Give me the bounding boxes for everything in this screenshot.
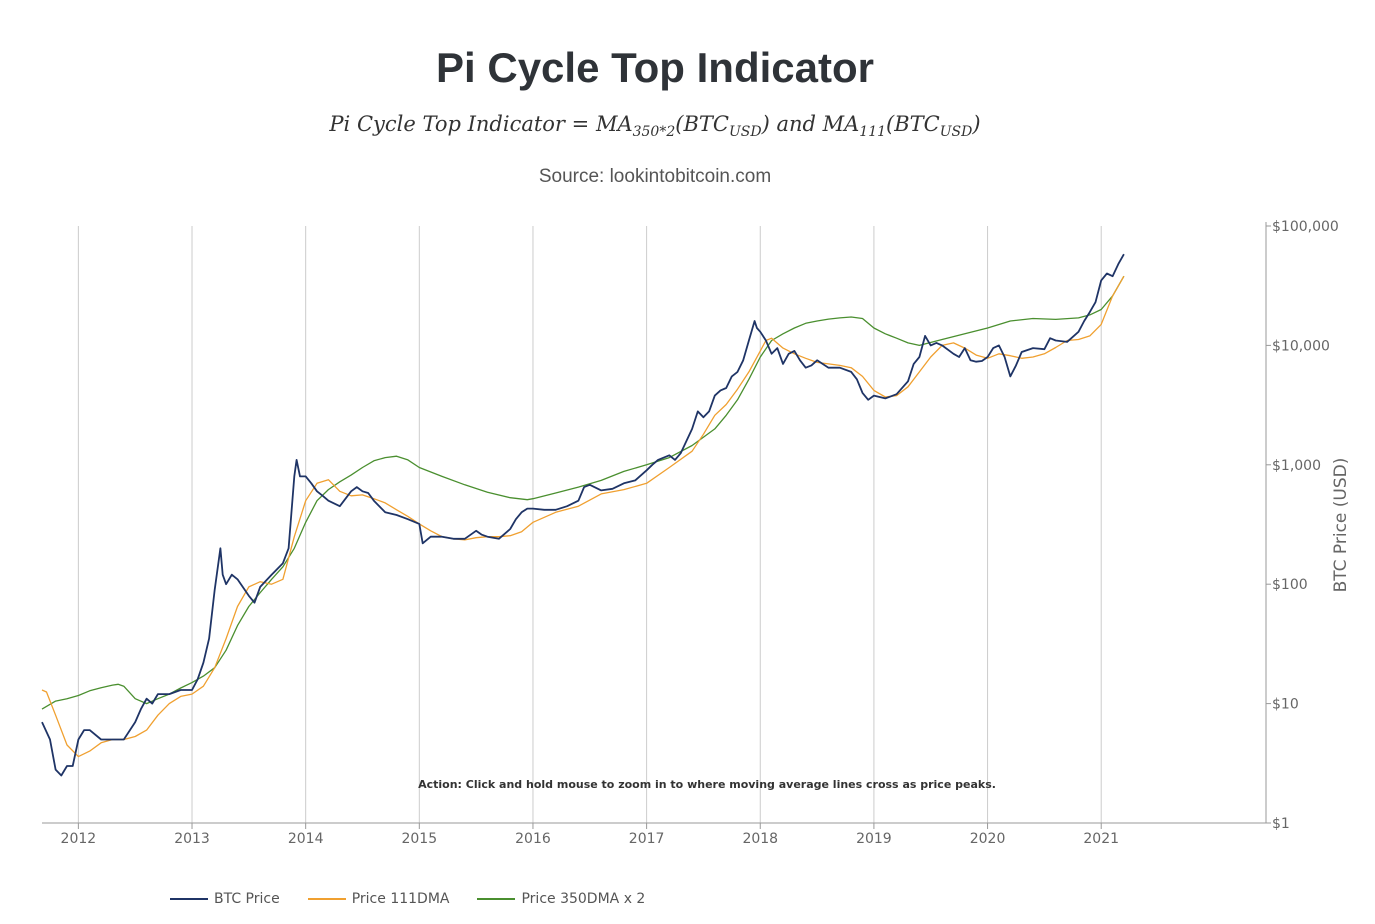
- action-text: Action: Click and hold mouse to zoom in …: [418, 778, 996, 791]
- y-tick-label-0: $1: [1272, 816, 1290, 832]
- formula: Pi Cycle Top Indicator = MA350*2(BTCUSD)…: [0, 112, 1310, 140]
- x-tick-label-2013: 2013: [174, 831, 210, 847]
- x-tick-label-2021: 2021: [1083, 831, 1119, 847]
- formula-eq: =: [564, 112, 596, 136]
- formula-ma-1: MA: [595, 112, 633, 136]
- x-tick-label-2014: 2014: [288, 831, 324, 847]
- legend-swatch-btc: [170, 898, 208, 900]
- legend-label-111dma: Price 111DMA: [351, 891, 450, 907]
- legend-item-btc-price[interactable]: BTC Price: [170, 891, 280, 907]
- formula-and: and: [769, 112, 823, 136]
- y-tick-label-4: $10,000: [1272, 338, 1330, 354]
- formula-arg-2: (BTC: [886, 112, 940, 136]
- legend-label-btc: BTC Price: [214, 891, 280, 907]
- legend-item-350dma[interactable]: Price 350DMA x 2: [477, 891, 645, 907]
- y-tick-label-3: $1,000: [1272, 458, 1321, 474]
- series-group: [41, 253, 1125, 777]
- x-tick-label-2020: 2020: [970, 831, 1006, 847]
- y-tick-label-2: $100: [1272, 577, 1308, 593]
- x-tick-label-2018: 2018: [742, 831, 778, 847]
- legend-swatch-350dma: [477, 898, 516, 900]
- series-line-btc-price[interactable]: [41, 253, 1125, 777]
- legend-item-111dma[interactable]: Price 111DMA: [307, 891, 450, 907]
- formula-close-1: ): [761, 112, 770, 136]
- chart-title: Pi Cycle Top Indicator: [436, 44, 874, 91]
- formula-arg-1: (BTC: [675, 112, 729, 136]
- x-tick-label-2019: 2019: [856, 831, 892, 847]
- source-text: Source: lookintobitcoin.com: [538, 166, 772, 187]
- series-line-price-350dma-x-2[interactable]: [41, 275, 1125, 710]
- legend: BTC Price Price 111DMA Price 350DMA x 2: [170, 891, 645, 907]
- x-tick-label-2012: 2012: [61, 831, 97, 847]
- formula-ma-2: MA: [822, 112, 860, 136]
- x-ticks: 2012 2013 2014 2015 2016 2017 2018 2019 2020 2021: [61, 823, 1119, 847]
- x-tick-label-2017: 2017: [629, 831, 665, 847]
- legend-swatch-111dma: [307, 898, 346, 900]
- x-tick-label-2015: 2015: [401, 831, 437, 847]
- legend-label-350dma: Price 350DMA x 2: [521, 891, 646, 907]
- x-tick-label-2016: 2016: [515, 831, 551, 847]
- y-tick-label-5: $100,000: [1272, 219, 1339, 235]
- formula-sub-usd-1: USD: [728, 124, 762, 141]
- axes: [42, 222, 1267, 824]
- formula-sub-350: 350*2: [632, 124, 676, 141]
- formula-sub-111: 111: [859, 124, 887, 141]
- y-ticks: $1 $10 $100 $1,000 $10,000 $100,000: [1266, 219, 1339, 832]
- y-tick-label-1: $10: [1272, 697, 1299, 713]
- y-axis-label: BTC Price (USD): [1331, 458, 1351, 593]
- grid: [77, 226, 1102, 823]
- formula-lhs: Pi Cycle Top Indicator: [329, 112, 565, 136]
- series-line-price-111dma[interactable]: [41, 275, 1125, 758]
- formula-close-2: ): [972, 112, 981, 136]
- formula-sub-usd-2: USD: [939, 124, 973, 141]
